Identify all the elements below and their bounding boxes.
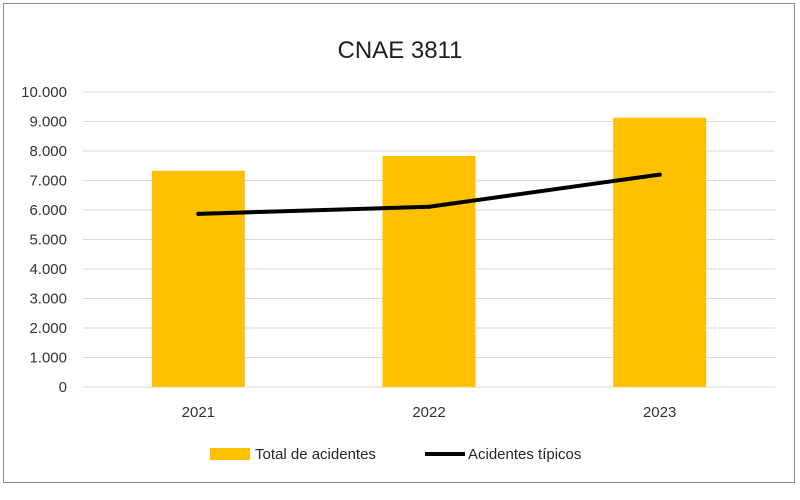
line-series bbox=[196, 172, 662, 216]
bar-total-de-acidentes-2021 bbox=[151, 170, 245, 387]
x-tick-label: 2021 bbox=[182, 404, 215, 421]
chart-title: CNAE 3811 bbox=[338, 37, 463, 64]
y-tick-label: 2.000 bbox=[29, 320, 67, 337]
x-axis-tick-labels: 2021 2022 2023 bbox=[182, 404, 677, 421]
legend-swatch-total-de-acidentes bbox=[210, 448, 250, 460]
x-tick-label: 2022 bbox=[412, 404, 445, 421]
y-axis-tick-labels: 0 1.000 2.000 3.000 4.000 5.000 6.000 7.000 8.00… bbox=[21, 84, 67, 396]
legend-label-acidentes-tipicos: Acidentes típicos bbox=[468, 446, 581, 463]
point-acidentes-tipicos-2023 bbox=[657, 172, 662, 177]
y-tick-label: 4.000 bbox=[29, 261, 67, 278]
legend: Total de acidentes Acidentes típicos bbox=[210, 446, 581, 463]
y-tick-label: 0 bbox=[59, 379, 67, 396]
y-tick-label: 7.000 bbox=[29, 173, 67, 190]
bar-total-de-acidentes-2022 bbox=[382, 156, 476, 387]
bars bbox=[151, 117, 707, 387]
point-acidentes-tipicos-2021 bbox=[196, 211, 201, 216]
y-tick-label: 5.000 bbox=[29, 232, 67, 249]
y-tick-label: 8.000 bbox=[29, 143, 67, 160]
y-tick-label: 10.000 bbox=[21, 84, 67, 101]
point-acidentes-tipicos-2022 bbox=[427, 204, 431, 209]
y-tick-label: 9.000 bbox=[29, 114, 67, 131]
y-tick-label: 3.000 bbox=[29, 291, 67, 308]
y-tick-label: 6.000 bbox=[29, 202, 67, 219]
bar-total-de-acidentes-2023 bbox=[613, 117, 707, 387]
x-tick-label: 2023 bbox=[643, 404, 676, 421]
legend-label-total-de-acidentes: Total de acidentes bbox=[255, 446, 376, 463]
y-tick-label: 1.000 bbox=[29, 350, 67, 367]
